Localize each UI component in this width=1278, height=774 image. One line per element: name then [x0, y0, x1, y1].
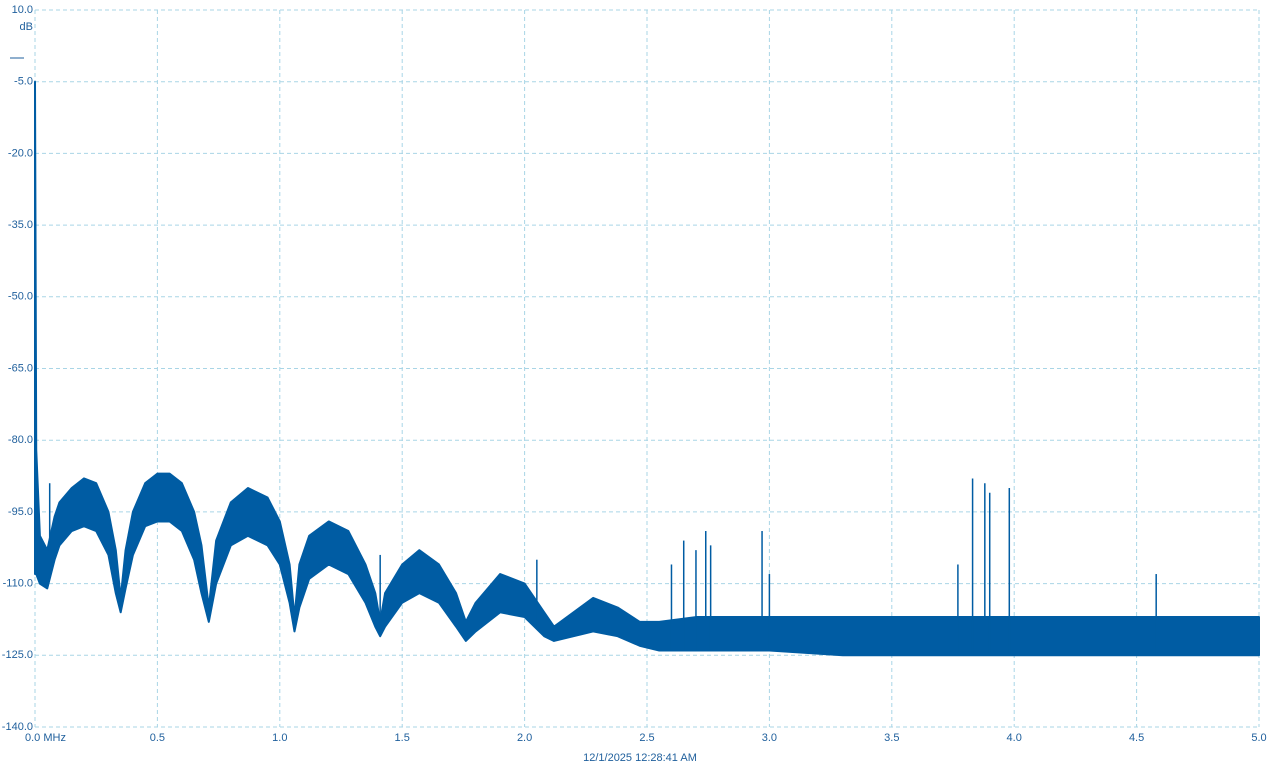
x-tick-label: 4.5	[1129, 732, 1144, 744]
y-tick-label: -80.0	[8, 434, 33, 446]
y-tick-label: -110.0	[3, 578, 33, 590]
x-tick-label: 0.5	[150, 732, 165, 744]
y-tick-label: -5.0	[14, 76, 33, 88]
x-tick-label: 0.0 MHz	[25, 732, 66, 744]
y-tick-label: 10.0	[12, 4, 33, 16]
x-tick-label: 3.5	[884, 732, 899, 744]
y-tick-label: -125.0	[2, 649, 33, 661]
y-tick-label: -140.0	[2, 721, 33, 733]
x-tick-label: 2.0	[517, 732, 532, 744]
y-unit: dB	[20, 21, 33, 33]
y-tick-label: -35.0	[8, 219, 33, 231]
x-tick-label: 5.0	[1251, 732, 1266, 744]
timestamp: 12/1/2025 12:28:41 AM	[583, 752, 697, 764]
x-tick-label: 3.0	[762, 732, 777, 744]
y-tick-label: -65.0	[8, 362, 33, 374]
x-tick-label: 2.5	[639, 732, 654, 744]
x-tick-label: 1.0	[272, 732, 287, 744]
x-tick-label: 4.0	[1007, 732, 1022, 744]
x-tick-label: 1.5	[395, 732, 410, 744]
y-tick-label: -50.0	[8, 291, 33, 303]
y-tick-label: -95.0	[8, 506, 33, 518]
y-tick-label: -20.0	[8, 147, 33, 159]
spectrum-band	[34, 80, 1260, 657]
